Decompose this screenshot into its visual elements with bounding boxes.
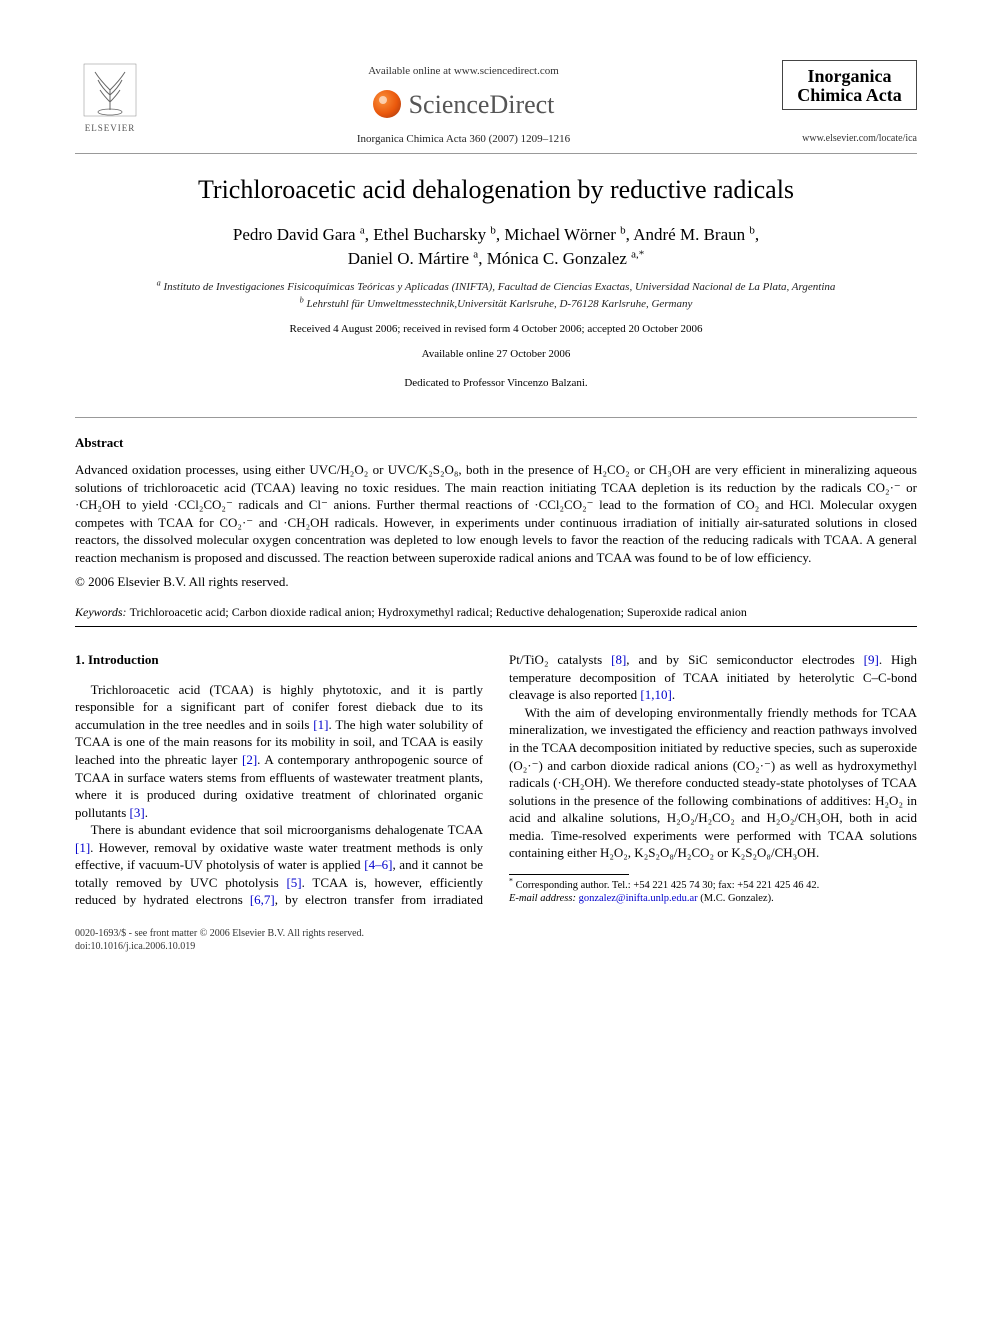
dedication: Dedicated to Professor Vincenzo Balzani. bbox=[75, 376, 917, 391]
citation-ref[interactable]: [8] bbox=[611, 652, 626, 667]
elsevier-label: ELSEVIER bbox=[85, 122, 136, 134]
author: Mónica C. Gonzalez bbox=[487, 249, 627, 268]
citation-ref[interactable]: [4–6] bbox=[364, 857, 392, 872]
front-matter-line: 0020-1693/$ - see front matter © 2006 El… bbox=[75, 927, 917, 941]
corresponding-author-footnote: * Corresponding author. Tel.: +54 221 42… bbox=[509, 879, 917, 906]
author: André M. Braun bbox=[633, 225, 745, 244]
citation-ref[interactable]: [3] bbox=[130, 805, 145, 820]
online-date: Available online 27 October 2006 bbox=[75, 347, 917, 362]
journal-logo-line1: Inorganica bbox=[787, 67, 912, 86]
section-heading-intro: 1. Introduction bbox=[75, 651, 483, 669]
intro-para-1: Trichloroacetic acid (TCAA) is highly ph… bbox=[75, 681, 483, 821]
paper-title: Trichloroacetic acid dehalogenation by r… bbox=[75, 172, 917, 207]
citation-ref[interactable]: [5] bbox=[286, 875, 301, 890]
author: Daniel O. Mártire bbox=[348, 249, 469, 268]
abstract-heading: Abstract bbox=[75, 434, 917, 452]
authors: Pedro David Gara a, Ethel Bucharsky b, M… bbox=[75, 223, 917, 271]
abstract-copyright: © 2006 Elsevier B.V. All rights reserved… bbox=[75, 573, 917, 591]
header-rule bbox=[75, 153, 917, 154]
body-columns: 1. Introduction Trichloroacetic acid (TC… bbox=[75, 651, 917, 909]
elsevier-tree-icon bbox=[80, 60, 140, 120]
citation-ref[interactable]: [2] bbox=[242, 752, 257, 767]
doi-line: doi:10.1016/j.ica.2006.10.019 bbox=[75, 940, 917, 954]
citation-ref[interactable]: [1,10] bbox=[640, 687, 671, 702]
citation-ref[interactable]: [6,7] bbox=[250, 892, 275, 907]
header-center: Available online at www.sciencedirect.co… bbox=[145, 60, 782, 147]
received-dates: Received 4 August 2006; received in revi… bbox=[75, 322, 917, 337]
footnote-corr-text: Corresponding author. Tel.: +54 221 425 … bbox=[516, 880, 820, 891]
citation-ref[interactable]: [9] bbox=[864, 652, 879, 667]
keywords-rule bbox=[75, 626, 917, 627]
intro-para-3: With the aim of developing environmental… bbox=[509, 704, 917, 862]
keywords-text: Trichloroacetic acid; Carbon dioxide rad… bbox=[130, 605, 747, 619]
elsevier-logo: ELSEVIER bbox=[75, 60, 145, 134]
sciencedirect-logo: ScienceDirect bbox=[373, 87, 555, 122]
journal-box: Inorganica Chimica Acta www.elsevier.com… bbox=[782, 60, 917, 145]
abstract-text: Advanced oxidation processes, using eith… bbox=[75, 461, 917, 566]
journal-logo: Inorganica Chimica Acta bbox=[782, 60, 917, 110]
footnote-email-who: (M.C. Gonzalez). bbox=[700, 893, 773, 904]
footnote-email-link[interactable]: gonzalez@inifta.unlp.edu.ar bbox=[579, 893, 698, 904]
keywords-label: Keywords: bbox=[75, 605, 127, 619]
available-online-text: Available online at www.sciencedirect.co… bbox=[145, 64, 782, 79]
keywords: Keywords: Trichloroacetic acid; Carbon d… bbox=[75, 604, 917, 620]
author: Michael Wörner bbox=[504, 225, 616, 244]
footnote-email-label: E-mail address: bbox=[509, 893, 576, 904]
paper-header: ELSEVIER Available online at www.science… bbox=[75, 60, 917, 147]
affiliation-a: a Instituto de Investigaciones Fisicoquí… bbox=[75, 280, 917, 295]
citation-line: Inorganica Chimica Acta 360 (2007) 1209–… bbox=[145, 132, 782, 147]
footnote-rule bbox=[509, 874, 629, 875]
citation-ref[interactable]: [1] bbox=[75, 840, 90, 855]
journal-url: www.elsevier.com/locate/ica bbox=[782, 132, 917, 146]
affiliation-b: b Lehrstuhl für Umweltmesstechnik,Univer… bbox=[75, 297, 917, 312]
sciencedirect-text: ScienceDirect bbox=[409, 87, 555, 122]
citation-ref[interactable]: [1] bbox=[313, 717, 328, 732]
sciencedirect-ball-icon bbox=[373, 90, 401, 118]
journal-logo-line2: Chimica Acta bbox=[787, 86, 912, 105]
author: Ethel Bucharsky bbox=[373, 225, 486, 244]
author: Pedro David Gara bbox=[233, 225, 356, 244]
